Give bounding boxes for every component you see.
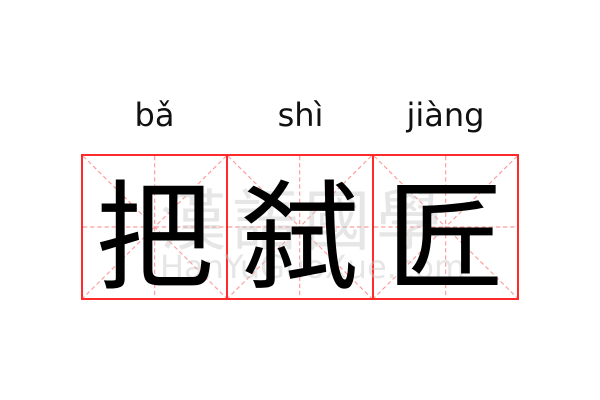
guide-lines bbox=[83, 156, 227, 298]
character-grid: 把 弑 匠 bbox=[81, 154, 519, 307]
character-cell: 把 bbox=[83, 156, 227, 307]
character: 匠 bbox=[386, 168, 505, 307]
pinyin-3: jiàng bbox=[406, 96, 485, 134]
guide-lines bbox=[373, 156, 517, 298]
character-cell: 弑 bbox=[226, 156, 372, 307]
pinyin-1: bǎ bbox=[134, 96, 175, 134]
pinyin-2: shì bbox=[277, 96, 324, 134]
guide-lines bbox=[228, 156, 372, 298]
character-cell: 匠 bbox=[371, 156, 517, 307]
character: 把 bbox=[95, 168, 214, 307]
character: 弑 bbox=[240, 168, 359, 307]
